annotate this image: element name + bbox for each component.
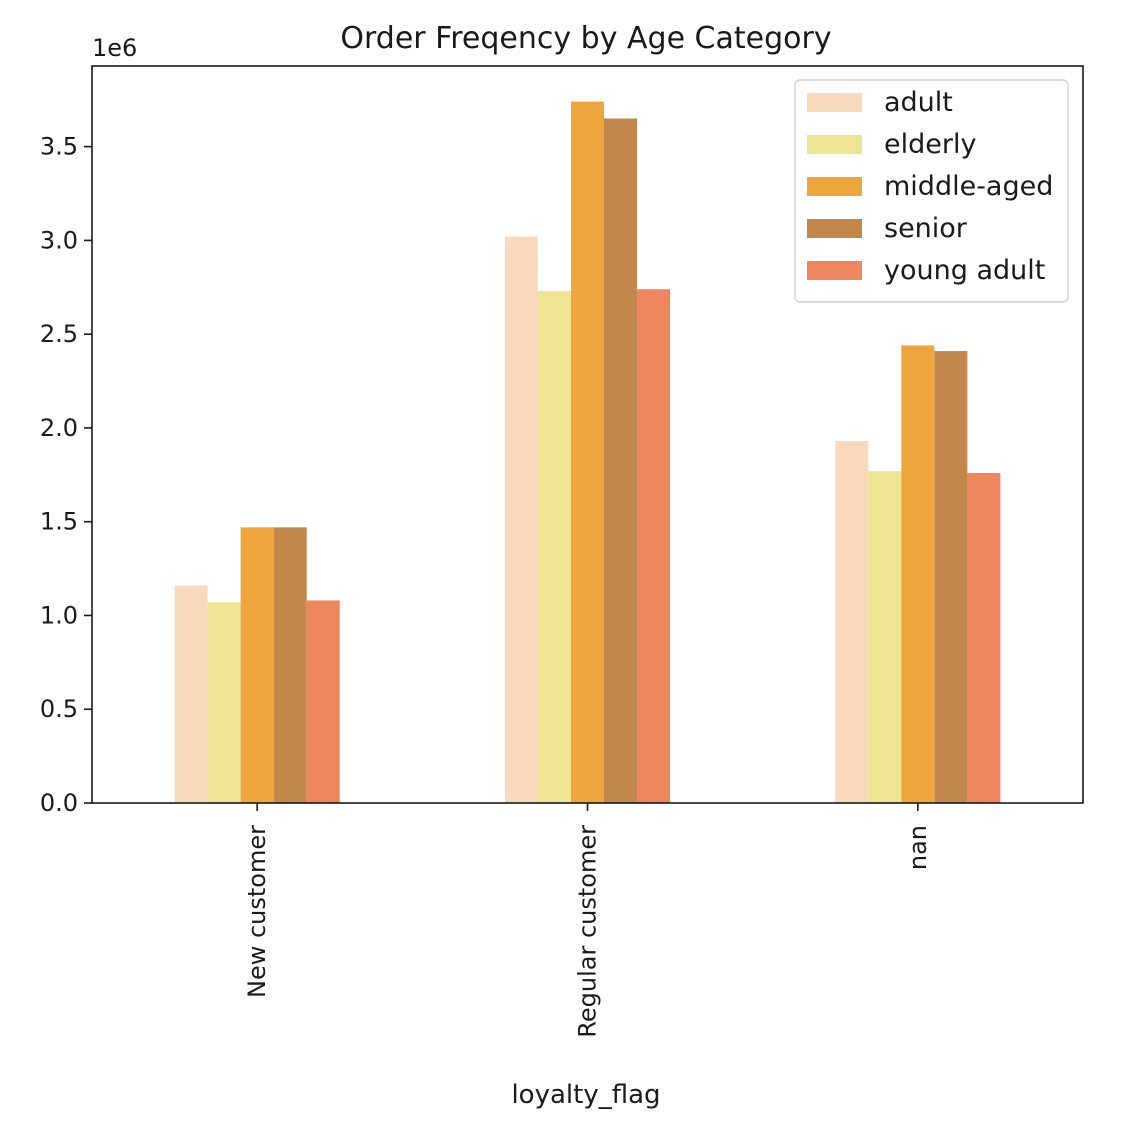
x-tick-label: New customer — [243, 825, 271, 998]
bar-elderly-nan — [868, 471, 902, 803]
y-tick-label: 2.0 — [40, 414, 78, 442]
x-axis: New customer Regular customer nan — [243, 803, 932, 1038]
legend: adult elderly middle-aged senior young adult — [794, 79, 1069, 303]
y-tick-label: 1.0 — [40, 601, 78, 629]
legend-label: elderly — [884, 129, 976, 160]
legend-swatch-elderly — [807, 135, 862, 154]
bar-senior-new-customer — [273, 527, 307, 803]
y-tick-label: 1.5 — [40, 508, 78, 536]
bar-young-adult-nan — [967, 472, 1001, 803]
y-tick-label: 2.5 — [40, 320, 78, 348]
bar-middle-aged-regular-customer — [570, 101, 605, 803]
x-tick-label: nan — [904, 825, 932, 870]
bar-senior-nan — [934, 351, 968, 803]
chart-title: Order Freqency by Age Category — [340, 21, 831, 56]
bar-young-adult-new-customer — [306, 600, 340, 803]
bar-young-adult-regular-customer — [637, 289, 671, 803]
legend-label: young adult — [884, 255, 1045, 286]
y-tick-label: 3.0 — [40, 226, 78, 254]
y-axis: 0.0 0.5 1.0 1.5 2.0 2.5 3.0 3.5 — [40, 133, 92, 817]
x-axis-label: loyalty_flag — [511, 1080, 660, 1110]
y-tick-label: 3.5 — [40, 133, 78, 161]
bar-elderly-new-customer — [207, 602, 241, 803]
legend-swatch-adult — [807, 93, 862, 112]
y-tick-label: 0.0 — [40, 789, 78, 817]
legend-swatch-middle-aged — [807, 177, 862, 196]
legend-box — [794, 79, 1069, 303]
bars-group — [174, 101, 1001, 804]
bar-adult-nan — [835, 441, 869, 803]
legend-label: senior — [884, 213, 968, 244]
legend-label: middle-aged — [884, 171, 1053, 202]
y-tick-label: 0.5 — [40, 695, 78, 723]
legend-label: adult — [884, 87, 953, 118]
x-tick-label: Regular customer — [574, 825, 602, 1038]
legend-swatch-senior — [807, 219, 862, 238]
plot-frame — [91, 65, 1084, 804]
legend-swatch-young-adult — [807, 261, 862, 280]
bar-elderly-regular-customer — [537, 291, 571, 803]
bar-adult-new-customer — [174, 585, 208, 803]
bar-adult-regular-customer — [504, 236, 538, 804]
bar-senior-regular-customer — [604, 118, 638, 803]
bar-middle-aged-new-customer — [240, 527, 274, 803]
bar-middle-aged-nan — [901, 345, 935, 803]
y-axis-offset-label: 1e6 — [92, 34, 137, 62]
